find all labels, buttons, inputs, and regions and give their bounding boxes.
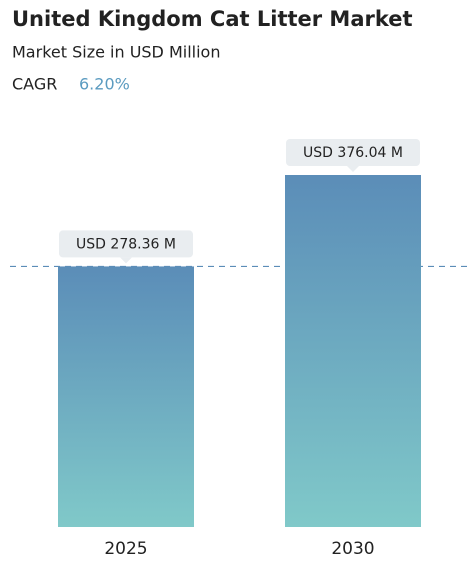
chart-subtitle: Market Size in USD Million [12,43,220,62]
bar [58,266,194,527]
value-label-pointer [347,166,359,172]
bar [285,175,421,527]
cagr-label: CAGR [12,75,57,94]
x-tick-label: 2030 [331,539,374,559]
value-label-box [59,230,193,258]
x-tick-label: 2025 [104,539,147,559]
chart-title: United Kingdom Cat Litter Market [12,7,413,31]
value-label: USD 278.36 M [76,236,176,252]
value-label-box [286,139,420,166]
value-label: USD 376.04 M [303,145,403,161]
cagr-value: 6.20% [79,75,130,94]
value-label-pointer [120,257,132,264]
